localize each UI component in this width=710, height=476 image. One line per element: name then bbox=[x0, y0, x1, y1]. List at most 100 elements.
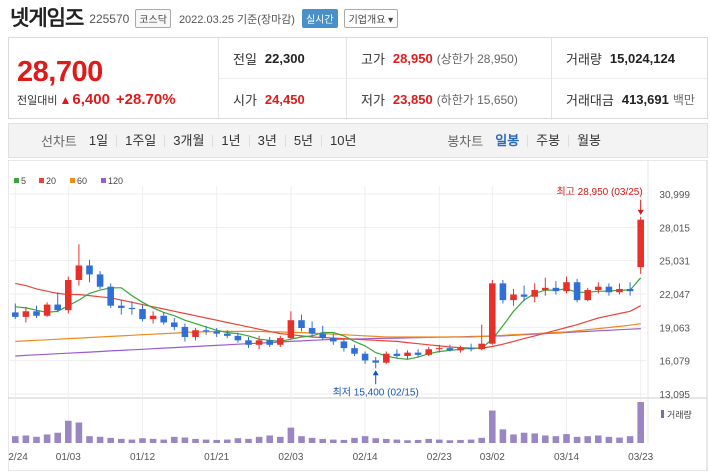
candle-body bbox=[436, 348, 443, 350]
stock-chart[interactable]: 5 20 60 120 30,999 28,015 25,031 22,047 19,063 16… bbox=[3, 159, 708, 472]
volume-bar bbox=[22, 435, 30, 443]
volume-bar bbox=[266, 435, 273, 443]
candle-body bbox=[552, 287, 560, 292]
chart-svg[interactable]: 5 20 60 120 30,999 28,015 25,031 22,047 19,063 16… bbox=[3, 159, 708, 472]
stat-value: 413,691 bbox=[621, 92, 669, 107]
candle-body bbox=[499, 283, 507, 301]
volume-bar bbox=[340, 439, 348, 443]
y-tick-label: 13,095 bbox=[659, 390, 690, 401]
candle-body bbox=[531, 290, 538, 297]
current-price-box: 28,700 전일대비 ▲ 6,400 +28.70% bbox=[9, 38, 219, 118]
volume-bar bbox=[425, 438, 432, 443]
candle-body bbox=[330, 338, 337, 342]
stat-high: 고가 28,950 (상한가 28,950) bbox=[347, 38, 552, 79]
volume-bar bbox=[393, 439, 401, 443]
x-tick-label: 01/12 bbox=[130, 452, 155, 463]
volume-bar bbox=[457, 439, 464, 443]
candle-body bbox=[393, 353, 401, 356]
volume-bar bbox=[75, 422, 83, 443]
candle-monthly[interactable]: 월봉 bbox=[568, 134, 609, 147]
range-3m[interactable]: 3개월 bbox=[164, 134, 212, 147]
company-info-dropdown[interactable]: 기업개요 ▾ bbox=[343, 9, 399, 28]
stock-code: 225570 bbox=[89, 12, 130, 26]
range-1w[interactable]: 1주일 bbox=[116, 134, 164, 147]
volume-bar bbox=[520, 432, 528, 443]
candle-body bbox=[404, 352, 411, 356]
candle-chart-title: 봉차트 bbox=[447, 134, 484, 149]
stock-name: 넷게임즈 bbox=[10, 7, 84, 30]
stat-label: 거래량 bbox=[566, 51, 602, 67]
volume-bar bbox=[128, 439, 136, 443]
volume-bar bbox=[181, 437, 189, 443]
candle-body bbox=[319, 333, 326, 339]
x-tick-label: 01/03 bbox=[56, 452, 81, 463]
ma60-line bbox=[15, 323, 641, 342]
candle-body bbox=[245, 340, 252, 345]
volume-bar bbox=[361, 436, 369, 443]
range-10y[interactable]: 10년 bbox=[321, 134, 364, 147]
candle-body bbox=[584, 290, 591, 301]
stat-label: 시가 bbox=[233, 93, 257, 108]
candle-body bbox=[372, 360, 379, 363]
legend-label-120: 120 bbox=[108, 176, 123, 186]
volume-bar bbox=[192, 438, 199, 443]
volume-bar bbox=[584, 436, 591, 443]
ma20-line bbox=[15, 282, 641, 349]
volume-bar bbox=[499, 429, 507, 443]
volume-bar bbox=[319, 438, 326, 443]
stat-label: 전일 bbox=[233, 51, 257, 67]
volume-bar bbox=[65, 420, 72, 443]
candle-body bbox=[213, 331, 220, 334]
change-amount: 6,400 bbox=[72, 91, 110, 108]
high-annotation: 최고 28,950 (03/25) bbox=[556, 186, 642, 198]
volume-bar bbox=[414, 439, 422, 443]
x-tick-label: 03/14 bbox=[554, 452, 579, 463]
volume-bar bbox=[626, 436, 634, 443]
volume-bar bbox=[446, 440, 454, 443]
candle-body bbox=[181, 326, 189, 337]
candle-body bbox=[467, 348, 475, 350]
stat-unit: 백만 bbox=[672, 93, 695, 107]
candle-body bbox=[563, 282, 570, 292]
stat-low: 저가 23,850 (하한가 15,650) bbox=[347, 79, 552, 120]
volume-bar bbox=[171, 436, 178, 443]
stat-value: 15,024,124 bbox=[609, 50, 675, 66]
candle-body bbox=[224, 333, 231, 336]
realtime-button[interactable]: 실시간 bbox=[301, 9, 338, 28]
candle-body bbox=[33, 311, 40, 316]
stock-header: 넷게임즈 225570 코스닥 2022.03.25 기준(장마감) 실시간 기… bbox=[0, 0, 710, 34]
volume-bar bbox=[54, 432, 61, 443]
volume-bar bbox=[234, 438, 242, 443]
volume-bar bbox=[616, 437, 623, 443]
candle-daily[interactable]: 일봉 bbox=[495, 132, 520, 148]
y-tick-label: 16,079 bbox=[659, 357, 690, 368]
x-tick-label: 03/23 bbox=[628, 452, 653, 463]
stat-value: 23,850 bbox=[392, 92, 433, 107]
volume-bar bbox=[542, 435, 549, 443]
candle-body bbox=[65, 280, 72, 311]
candle-body bbox=[573, 282, 581, 301]
volume-bar bbox=[213, 439, 220, 443]
legend-swatch-5 bbox=[14, 178, 19, 183]
volume-bar bbox=[43, 434, 51, 443]
candle-body bbox=[626, 288, 634, 292]
range-3y[interactable]: 3년 bbox=[248, 134, 285, 147]
stat-trade-value: 거래대금 413,691 백만 bbox=[552, 79, 707, 120]
candle-weekly[interactable]: 주봉 bbox=[527, 134, 568, 147]
volume-bar bbox=[531, 433, 538, 443]
range-1y[interactable]: 1년 bbox=[212, 134, 248, 147]
volume-bar bbox=[255, 436, 263, 443]
volume-bar bbox=[202, 439, 210, 443]
candle-body bbox=[149, 315, 157, 320]
candle-body bbox=[107, 286, 114, 306]
chart-toolbar: 선차트 1일 1주일 3개월 1년 3년 5년 10년 봉차트 일봉 주봉 월봉 bbox=[8, 123, 708, 158]
change-row: 전일대비 ▲ 6,400 +28.70% bbox=[17, 91, 218, 108]
legend-label-60: 60 bbox=[77, 176, 87, 186]
volume-bar bbox=[86, 436, 93, 443]
range-5y[interactable]: 5년 bbox=[284, 134, 321, 147]
candle-body bbox=[22, 311, 30, 317]
range-1d[interactable]: 1일 bbox=[88, 132, 109, 148]
legend-label-20: 20 bbox=[46, 176, 56, 186]
candle-body bbox=[340, 341, 348, 349]
stats-grid: 전일 22,300 고가 28,950 (상한가 28,950) 거래량 15,… bbox=[219, 38, 707, 120]
